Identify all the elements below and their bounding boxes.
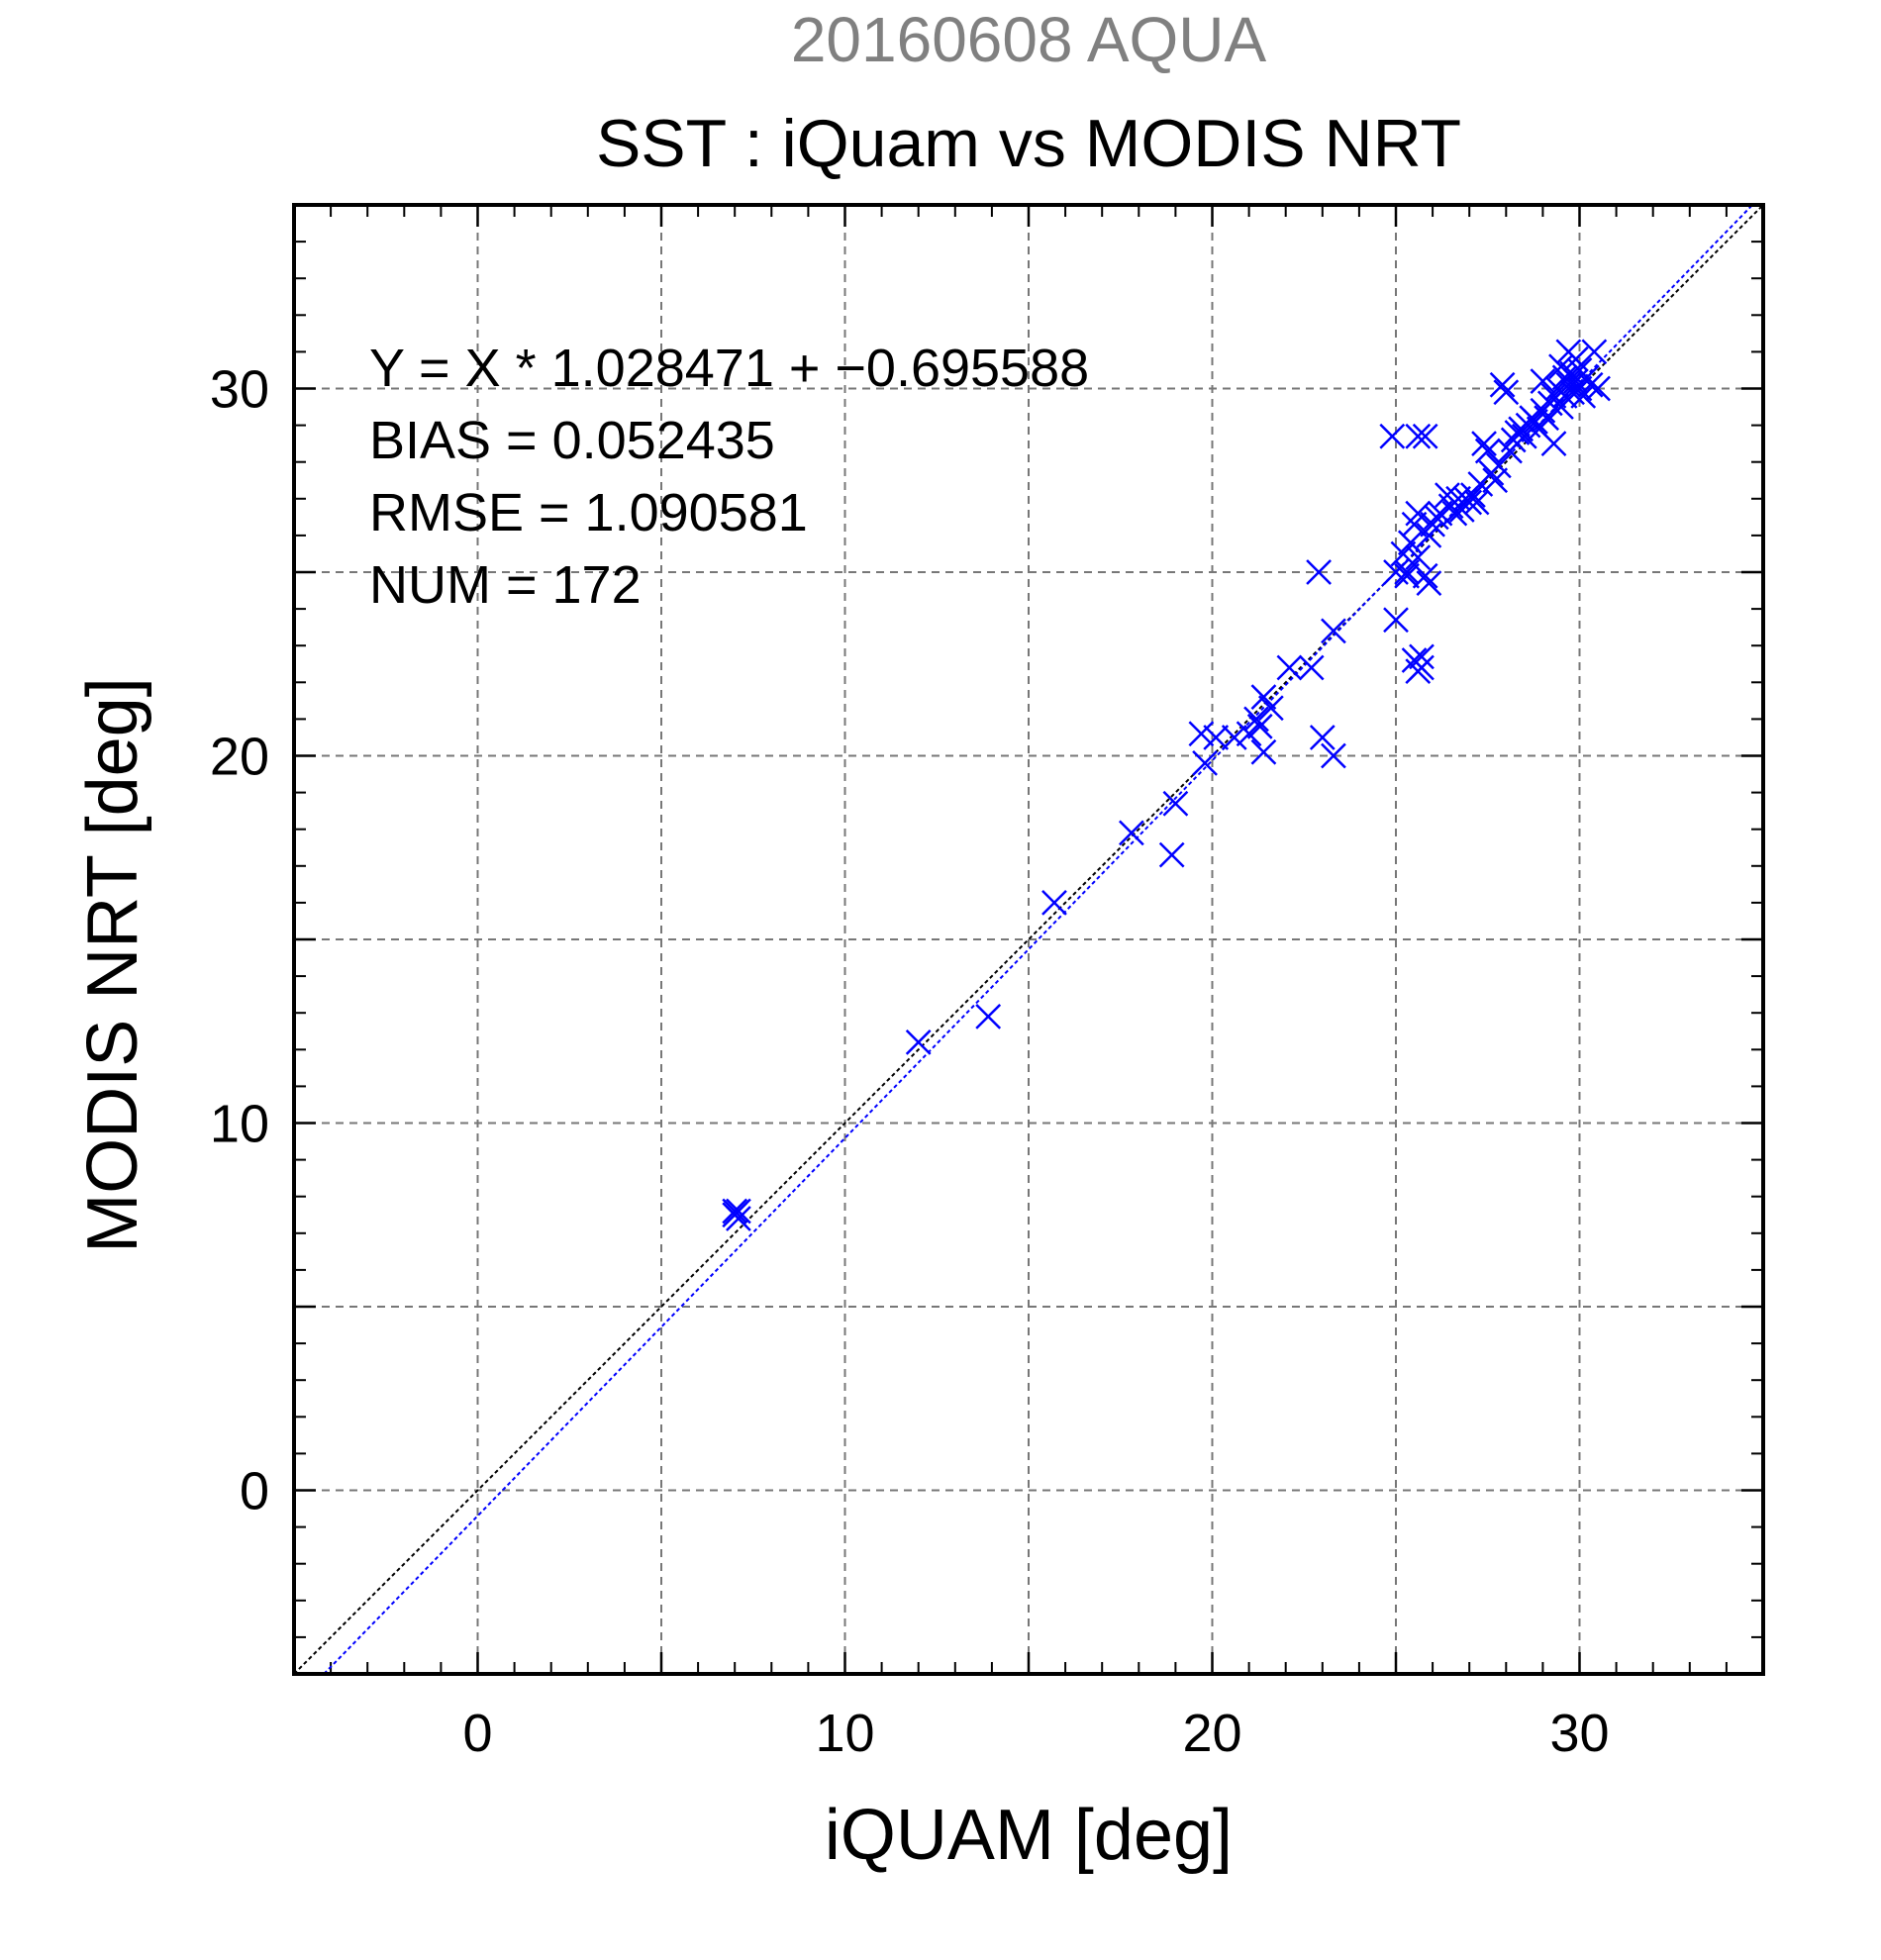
data-point	[905, 1029, 932, 1055]
x-tick-label: 30	[1549, 1704, 1609, 1763]
data-point	[1118, 820, 1144, 846]
data-point	[1309, 725, 1336, 750]
plot-frame	[292, 203, 1765, 1676]
data-point	[1246, 713, 1273, 739]
data-point	[1306, 559, 1332, 585]
data-point	[1416, 570, 1442, 597]
x-tick-labels: 0 10 20 30	[462, 1704, 1609, 1763]
data-point	[1456, 489, 1483, 516]
y-axis-label: MODIS NRT [deg]	[73, 677, 152, 1253]
data-point	[1394, 559, 1421, 585]
data-point	[1298, 654, 1325, 681]
data-point	[1243, 706, 1269, 733]
data-point	[1493, 379, 1520, 406]
data-point	[1489, 371, 1516, 398]
data-point	[1383, 607, 1409, 634]
stats-line: Y = X * 1.028471 + −0.695588	[369, 339, 1089, 398]
data-point	[1412, 423, 1438, 449]
fit-lines	[293, 204, 1764, 1675]
data-point	[1559, 360, 1585, 387]
data-point	[1257, 695, 1284, 722]
x-tick-label: 0	[462, 1704, 492, 1763]
data-point	[1471, 431, 1497, 457]
data-points	[722, 339, 1611, 1231]
data-point	[1482, 467, 1509, 494]
data-point	[1405, 423, 1432, 449]
data-point	[1321, 742, 1346, 769]
data-point	[1221, 725, 1247, 750]
data-point	[1581, 339, 1608, 365]
data-point	[1379, 423, 1406, 449]
data-point	[1409, 643, 1435, 670]
data-point	[1577, 371, 1604, 398]
data-point	[1236, 721, 1262, 747]
data-point	[1485, 452, 1512, 479]
data-point	[726, 1198, 751, 1225]
y-tick-label: 20	[210, 728, 269, 787]
stats-line: NUM = 172	[369, 555, 642, 615]
stats-box: Y = X * 1.028471 + −0.695588 BIAS = 0.052…	[369, 339, 1089, 615]
data-point	[1474, 438, 1501, 464]
y-tick-label: 10	[210, 1095, 269, 1154]
stats-line: BIAS = 0.052435	[369, 411, 775, 470]
data-point	[1321, 618, 1346, 644]
data-point	[1203, 725, 1230, 750]
data-point	[1041, 890, 1067, 916]
data-point	[1250, 738, 1277, 765]
grid-lines	[294, 205, 1763, 1674]
x-axis-label: iQUAM [deg]	[825, 1796, 1233, 1875]
data-point	[1540, 431, 1567, 457]
stats-line: RMSE = 1.090581	[369, 483, 808, 542]
data-point	[722, 1198, 748, 1225]
y-tick-label: 0	[240, 1462, 269, 1521]
data-point	[1412, 562, 1438, 589]
data-point	[975, 1004, 1002, 1029]
x-tick-label: 10	[815, 1704, 874, 1763]
chart-title: SST : iQuam vs MODIS NRT	[596, 106, 1461, 181]
data-point	[1188, 721, 1215, 747]
data-point	[1192, 750, 1218, 776]
data-point	[1530, 368, 1556, 394]
data-point	[1534, 405, 1559, 432]
data-point	[1250, 684, 1277, 711]
data-point	[1394, 562, 1421, 589]
x-tick-label: 20	[1182, 1704, 1241, 1763]
data-point	[1460, 482, 1486, 508]
data-point	[1585, 375, 1611, 402]
chart-suptitle: 20160608 AQUA	[791, 4, 1267, 75]
data-point	[1405, 544, 1432, 571]
y-tick-labels: 0 10 20 30	[210, 360, 269, 1521]
data-point	[1409, 654, 1435, 681]
data-point	[1276, 654, 1303, 681]
y-tick-label: 30	[210, 360, 269, 420]
regression-line	[323, 204, 1753, 1675]
data-point	[1162, 790, 1189, 817]
data-point	[1158, 841, 1185, 868]
